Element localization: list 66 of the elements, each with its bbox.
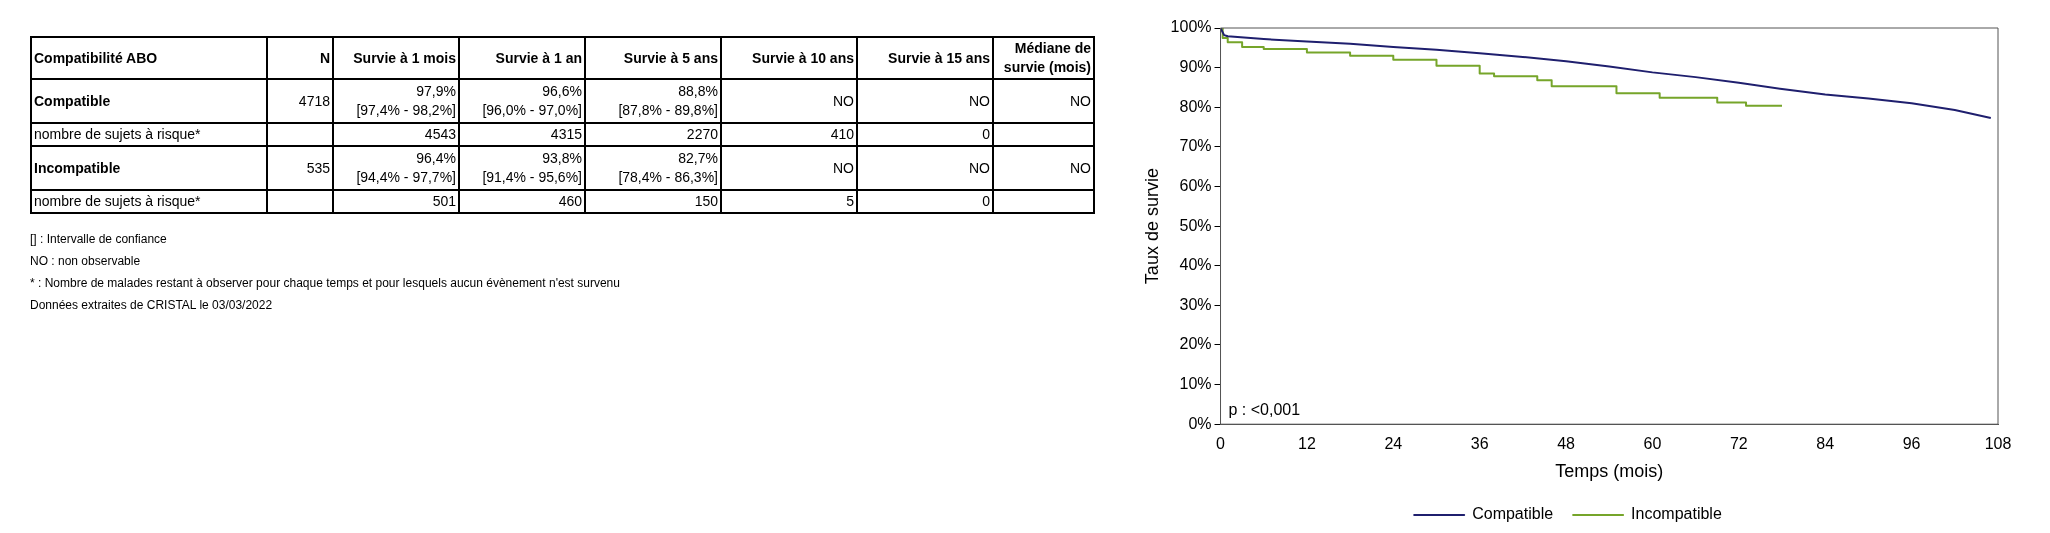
y-tick-label: 40%	[1179, 256, 1212, 274]
text: NO	[993, 79, 1094, 123]
y-tick-label: 60%	[1179, 176, 1212, 194]
y-tick-label: 70%	[1179, 137, 1212, 155]
category-label: Compatibilité ABO	[31, 37, 267, 79]
text: 4543	[333, 123, 459, 146]
legend-label: Incompatible	[1631, 505, 1722, 523]
category-label: Survie à 1 an	[459, 37, 585, 79]
text: * : Nombre de malades restant à observer pour chaque temps et pour lesquels aucun évènement n'est survenu	[30, 276, 621, 290]
x-tick-label: 72	[1729, 435, 1748, 453]
text: 4718	[267, 79, 333, 123]
x-tick-label: 84	[1816, 435, 1835, 453]
text: NO	[857, 146, 993, 190]
y-tick-label: 90%	[1179, 58, 1212, 76]
text: nombre de sujets à risque*	[31, 123, 267, 146]
text: [] : Intervalle de confiance	[30, 232, 168, 246]
text: 97,9% [97,4% - 98,2%]	[333, 79, 459, 123]
y-tick-label: 30%	[1179, 295, 1212, 313]
y-axis-title: Taux de survie	[1141, 168, 1162, 285]
text: 96,6% [96,0% - 97,0%]	[459, 79, 585, 123]
x-tick-label: 36	[1470, 435, 1489, 453]
y-tick-label: 100%	[1170, 18, 1212, 36]
text: 501	[333, 190, 459, 213]
text: 82,7% [78,4% - 86,3%]	[585, 146, 721, 190]
category-label: Survie à 5 ans	[585, 37, 721, 79]
x-tick-label: 0	[1216, 435, 1226, 453]
category-label: Survie à 15 ans	[857, 37, 993, 79]
text: 4315	[459, 123, 585, 146]
category-label: N	[267, 37, 333, 79]
annotation: p : <0,001	[1228, 400, 1301, 418]
text: 96,4% [94,4% - 97,7%]	[333, 146, 459, 190]
y-tick-label: 80%	[1179, 97, 1212, 115]
text: Incompatible	[31, 146, 267, 190]
text: NO	[721, 146, 857, 190]
y-tick-label: 10%	[1179, 374, 1212, 392]
text: NO	[993, 146, 1094, 190]
x-axis-title: Temps (mois)	[1555, 461, 1664, 482]
x-tick-label: 12	[1298, 435, 1316, 453]
legend-label: Compatible	[1472, 505, 1554, 523]
category-label: Survie à 1 mois	[333, 37, 459, 79]
category-label: Survie à 10 ans	[721, 37, 857, 79]
text: 2270	[585, 123, 721, 146]
x-tick-label: 108	[1984, 435, 2012, 453]
y-tick-label: 0%	[1188, 414, 1212, 432]
text: nombre de sujets à risque*	[31, 190, 267, 213]
y-tick-label: 50%	[1179, 216, 1212, 234]
text: NO : non observable	[30, 254, 142, 268]
text: NO	[857, 79, 993, 123]
text: 0	[857, 190, 993, 213]
text: NO	[721, 79, 857, 123]
text: 88,8% [87,8% - 89,8%]	[585, 79, 721, 123]
text: 460	[459, 190, 585, 213]
x-tick-label: 48	[1557, 435, 1576, 453]
text: 150	[585, 190, 721, 213]
text: 410	[721, 123, 857, 146]
x-tick-label: 96	[1902, 435, 1921, 453]
y-tick-label: 20%	[1179, 335, 1212, 353]
text: 535	[267, 146, 333, 190]
x-tick-label: 24	[1384, 435, 1403, 453]
text: 0	[857, 123, 993, 146]
x-tick-label: 60	[1643, 435, 1662, 453]
category-label: Médiane de survie (mois)	[993, 37, 1094, 79]
text: 5	[721, 190, 857, 213]
text: Données extraites de CRISTAL le 03/03/2022	[30, 298, 274, 312]
text: Compatible	[31, 79, 267, 123]
text: 93,8% [91,4% - 95,6%]	[459, 146, 585, 190]
